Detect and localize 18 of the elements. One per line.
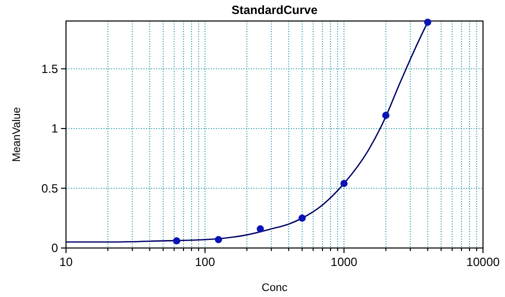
y-tick-label: 1.5: [41, 62, 58, 76]
y-tick-label: 0: [51, 241, 58, 256]
y-axis-title: MeanValue: [11, 107, 23, 162]
point: [340, 180, 348, 188]
x-tick-label: 100: [194, 255, 216, 269]
y-tick-label: 0.5: [41, 181, 58, 196]
point: [298, 214, 306, 222]
point: [256, 225, 264, 232]
point: [173, 237, 180, 244]
x-tick-label: 10: [59, 255, 73, 269]
y-tick-label: 1: [51, 122, 58, 136]
x-axis-title: Conc: [262, 282, 288, 294]
point: [424, 18, 432, 26]
chart-title: StandardCurve: [231, 3, 318, 17]
x-tick-label: 10000: [466, 255, 500, 269]
point: [214, 236, 222, 244]
x-tick-label: 1000: [330, 255, 358, 269]
point: [382, 112, 390, 119]
